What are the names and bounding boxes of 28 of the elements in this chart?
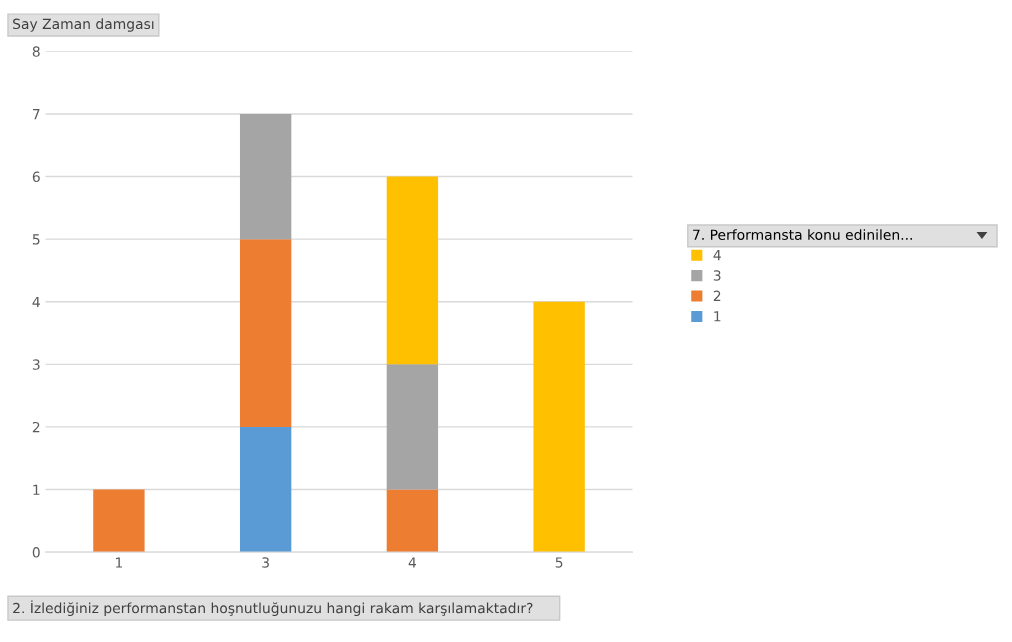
bar: [239, 426, 292, 553]
x-tick-label: 4: [408, 557, 417, 568]
y-tick-label: 0: [32, 547, 40, 558]
bar: [386, 364, 439, 490]
x-tick-label: 1: [116, 557, 123, 568]
x-axis-title: 2. İzlediğiniz performanstan hoşnutluğunuzu hangi rakam karşılamaktadır?: [13, 600, 533, 616]
legend-label: 2: [713, 290, 721, 301]
legend-title: 7. Performansta konu edinilen...: [693, 229, 912, 240]
y-tick-label: 1: [33, 484, 40, 495]
y-tick-label: 4: [32, 296, 40, 308]
bar: [386, 176, 439, 365]
y-tick-label: 2: [32, 421, 40, 433]
x-tick-label: 3: [262, 557, 269, 568]
legend-label: 1: [714, 311, 721, 322]
bar: [239, 113, 292, 240]
y-tick-label: 7: [32, 109, 40, 120]
bar: [93, 489, 145, 553]
bar: [386, 489, 439, 553]
y-axis-title: Say Zaman damgası: [13, 18, 154, 32]
legend-label: 4: [713, 250, 721, 261]
y-tick-label: 3: [32, 359, 40, 370]
bar: [533, 301, 585, 553]
y-tick-label: 6: [32, 171, 40, 183]
y-tick-label: 5: [32, 234, 40, 245]
y-tick-label: 8: [32, 46, 40, 57]
x-tick-label: 5: [555, 557, 563, 568]
bar: [239, 239, 292, 427]
legend-label: 3: [713, 270, 721, 281]
